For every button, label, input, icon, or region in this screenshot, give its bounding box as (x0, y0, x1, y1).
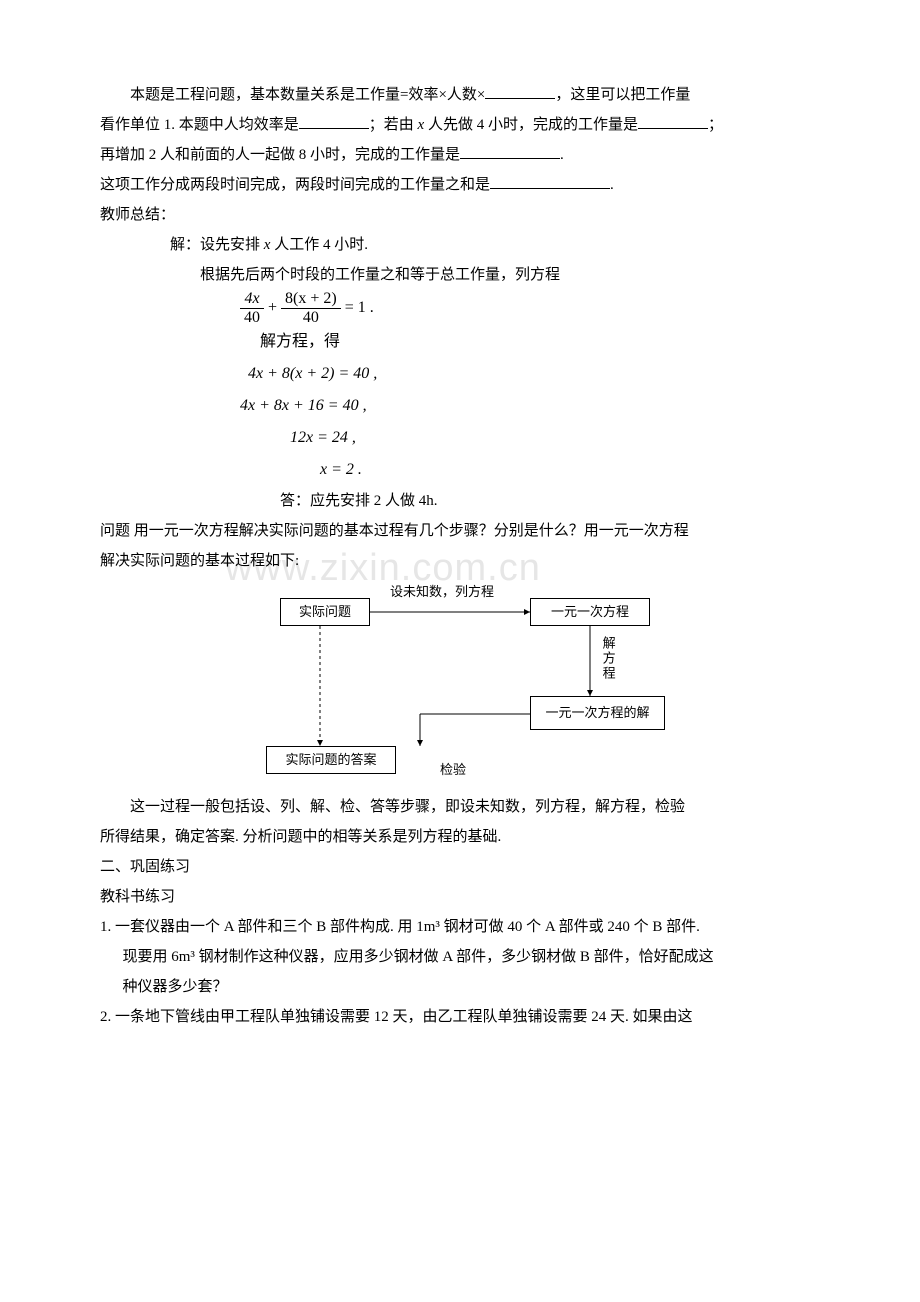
eq-line5: x = 2 . (240, 454, 820, 486)
solve-text: 解方程，得 (240, 326, 820, 358)
intro-p3: 再增加 2 人和前面的人一起做 8 小时，完成的工作量是. (100, 140, 820, 170)
text: 这项工作分成两段时间完成，两段时间完成的工作量之和是 (100, 177, 490, 193)
diagram-box-answer: 实际问题的答案 (266, 746, 396, 774)
text: . (560, 147, 564, 163)
fraction-2: 8(x + 2) 40 (281, 290, 341, 326)
question-prompt-b: 解决实际问题的基本过程如下: (100, 546, 820, 576)
blank (638, 113, 708, 129)
diagram-box-solution: 一元一次方程的解 (530, 696, 665, 730)
diagram-label-right: 解方程 (600, 636, 616, 681)
intro-p4: 这项工作分成两段时间完成，两段时间完成的工作量之和是. (100, 170, 820, 200)
exercise-1-line3: 种仪器多少套？ (100, 972, 820, 1002)
exercise-2-line1: 2. 一条地下管线由甲工程队单独铺设需要 12 天，由乙工程队单独铺设需要 24… (100, 1002, 820, 1032)
eq-line4: 12x = 24 , (240, 422, 820, 454)
text: 本题是工程问题，基本数量关系是工作量=效率×人数× (130, 87, 485, 103)
intro-p2: 看作单位 1. 本题中人均效率是；若由 x 人先做 4 小时，完成的工作量是； (100, 110, 820, 140)
text: ；若由 (369, 117, 418, 133)
text: 解：设先安排 (170, 237, 264, 253)
eq-line1: 4x 40 + 8(x + 2) 40 = 1 . (240, 290, 820, 326)
process-diagram: 实际问题 一元一次方程 一元一次方程的解 实际问题的答案 设未知数，列方程 解方… (240, 584, 680, 784)
text: . (610, 177, 614, 193)
equation-block: 4x 40 + 8(x + 2) 40 = 1 . 解方程，得 4x + 8(x… (240, 290, 820, 486)
eq-line3: 4x + 8x + 16 = 40 , (240, 390, 820, 422)
denominator: 40 (281, 309, 341, 327)
diagram-label-top: 设未知数，列方程 (390, 584, 494, 600)
exercise-1-line1: 1. 一套仪器由一个 A 部件和三个 B 部件构成. 用 1m³ 钢材可做 40… (100, 912, 820, 942)
blank (460, 143, 560, 159)
denominator: 40 (240, 309, 264, 327)
text: ，这里可以把工作量 (555, 87, 690, 103)
teacher-summary-label: 教师总结： (100, 200, 820, 230)
plus: + (264, 299, 281, 316)
blank (485, 83, 555, 99)
post-p1b: 所得结果，确定答案. 分析问题中的相等关系是列方程的基础. (100, 822, 820, 852)
text: 人先做 4 小时，完成的工作量是 (424, 117, 638, 133)
numerator: 4x (240, 290, 264, 309)
question-prompt-a: 问题 用一元一次方程解决实际问题的基本过程有几个步骤？分别是什么？用一元一次方程 (100, 516, 820, 546)
solution-answer: 答：应先安排 2 人做 4h. (100, 486, 820, 516)
solution-set: 解：设先安排 x 人工作 4 小时. (100, 230, 820, 260)
text: 看作单位 1. 本题中人均效率是 (100, 117, 299, 133)
exercise-1-line2: 现要用 6m³ 钢材制作这种仪器，应用多少钢材做 A 部件，多少钢材做 B 部件… (100, 942, 820, 972)
intro-p1: 本题是工程问题，基本数量关系是工作量=效率×人数× ，这里可以把工作量 (100, 80, 820, 110)
text: ； (708, 117, 723, 133)
diagram-box-problem: 实际问题 (280, 598, 370, 626)
text: 人工作 4 小时. (270, 237, 368, 253)
numerator: 8(x + 2) (281, 290, 341, 309)
post-p1: 这一过程一般包括设、列、解、检、答等步骤，即设未知数，列方程，解方程，检验 (100, 792, 820, 822)
section-2-title: 二、巩固练习 (100, 852, 820, 882)
section-2-sub: 教科书练习 (100, 882, 820, 912)
blank (490, 173, 610, 189)
eq-line2: 4x + 8(x + 2) = 40 , (240, 358, 820, 390)
text: 再增加 2 人和前面的人一起做 8 小时，完成的工作量是 (100, 147, 460, 163)
document-content: 本题是工程问题，基本数量关系是工作量=效率×人数× ，这里可以把工作量 看作单位 … (100, 80, 820, 1032)
blank (299, 113, 369, 129)
diagram-label-bottom: 检验 (440, 762, 466, 778)
rhs: = 1 . (341, 299, 374, 316)
diagram-box-equation: 一元一次方程 (530, 598, 650, 626)
solution-basis: 根据先后两个时段的工作量之和等于总工作量，列方程 (100, 260, 820, 290)
fraction-1: 4x 40 (240, 290, 264, 326)
